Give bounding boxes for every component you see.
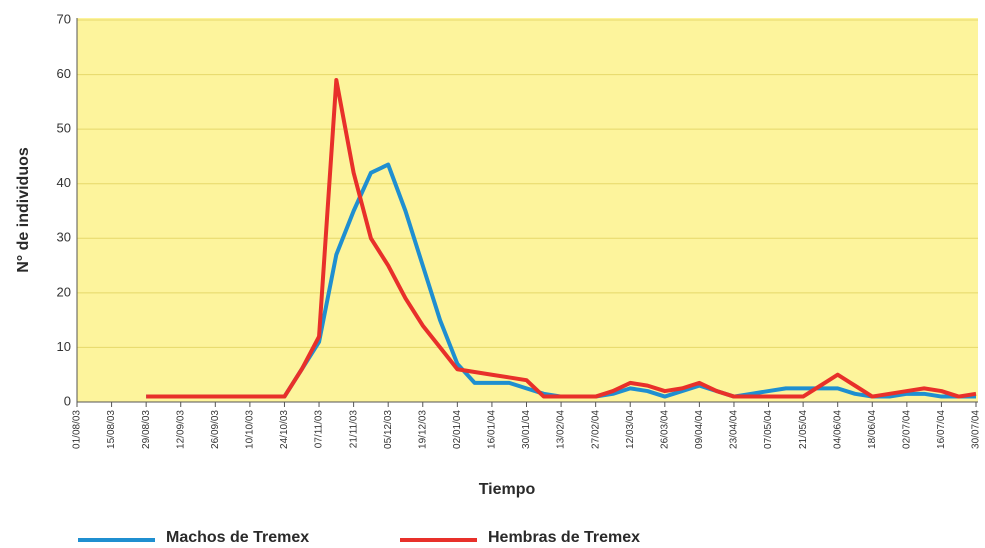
y-tick-label: 60 [57, 66, 71, 81]
x-tick-label: 09/04/04 [694, 410, 705, 449]
x-tick-label: 04/06/04 [832, 410, 843, 449]
y-tick-label: 30 [57, 230, 71, 245]
y-tick-label: 0 [64, 393, 71, 408]
y-tick-label: 50 [57, 121, 71, 136]
x-tick-label: 19/12/03 [417, 410, 428, 449]
x-tick-label: 30/07/04 [971, 410, 982, 449]
x-tick-label: 27/02/04 [590, 410, 601, 449]
x-tick-label: 15/08/03 [106, 410, 117, 449]
y-axis-label: N° de individuos [15, 147, 32, 273]
y-tick-label: 70 [57, 11, 71, 26]
y-tick-label: 40 [57, 175, 71, 190]
x-tick-label: 30/01/04 [521, 410, 532, 449]
x-axis-label: Tiempo [479, 481, 536, 498]
legend-label: Machos de Tremex [166, 529, 309, 546]
x-tick-label: 13/02/04 [556, 410, 567, 449]
y-tick-label: 20 [57, 284, 71, 299]
x-tick-label: 26/03/04 [659, 410, 670, 449]
x-tick-label: 02/01/04 [452, 410, 463, 449]
x-tick-label: 24/10/03 [279, 410, 290, 449]
x-tick-label: 12/09/03 [175, 410, 186, 449]
x-tick-label: 29/08/03 [141, 410, 152, 449]
x-tick-label: 21/11/03 [348, 410, 359, 449]
x-tick-label: 02/07/04 [901, 410, 912, 449]
x-tick-label: 10/10/03 [245, 410, 256, 449]
x-tick-label: 23/04/04 [729, 410, 740, 449]
x-tick-label: 18/06/04 [867, 410, 878, 449]
x-tick-label: 07/11/03 [314, 410, 325, 449]
x-tick-label: 26/09/03 [210, 410, 221, 449]
y-tick-label: 10 [57, 339, 71, 354]
plot-area [77, 18, 978, 402]
legend-label: Hembras de Tremex [488, 529, 640, 546]
x-tick-label: 16/07/04 [936, 410, 947, 449]
x-tick-label: 16/01/04 [487, 410, 498, 449]
x-tick-label: 05/12/03 [383, 410, 394, 449]
x-tick-label: 21/05/04 [798, 410, 809, 449]
series-line [146, 78, 977, 399]
x-tick-label: 01/08/03 [72, 410, 83, 449]
x-tick-label: 07/05/04 [763, 410, 774, 449]
x-tick-label: 12/03/04 [625, 410, 636, 449]
